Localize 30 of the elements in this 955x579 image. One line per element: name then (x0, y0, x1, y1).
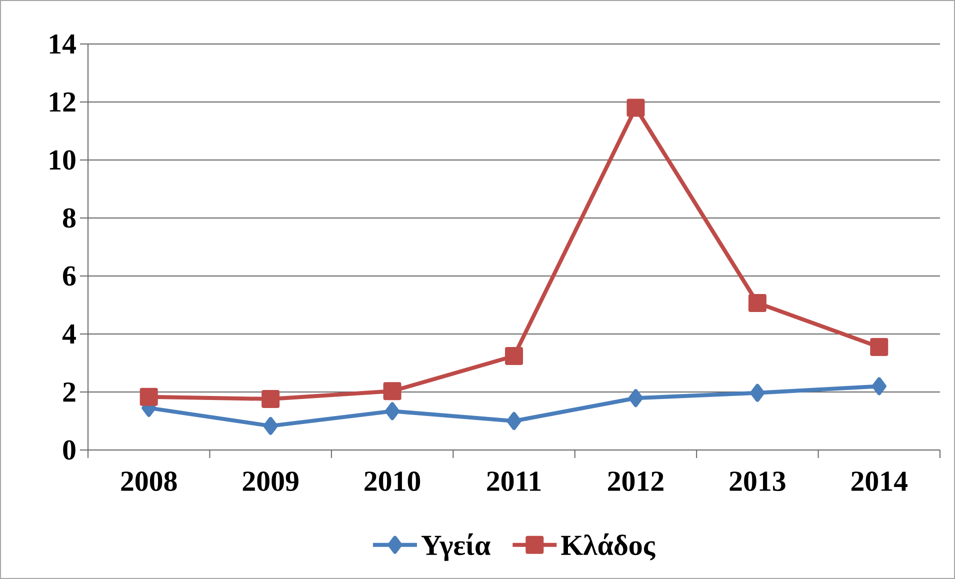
point (383, 382, 402, 400)
y-tick-label: 14 (50, 34, 76, 54)
y-tick-label: 12 (50, 92, 76, 112)
x-tick-label: 2012 (608, 472, 664, 492)
point (626, 98, 645, 117)
y-tick-label: 2 (63, 382, 76, 402)
x-tick-label: 2008 (121, 472, 177, 492)
point (750, 384, 765, 402)
y-tick-label: 10 (50, 150, 76, 170)
point (748, 294, 766, 312)
x-tick-label: 2013 (730, 472, 786, 492)
x-tick-label: 2014 (851, 472, 908, 492)
point (506, 412, 522, 430)
point (505, 347, 523, 366)
legend-label: Κλάδος (561, 533, 656, 560)
point (140, 388, 158, 406)
x-tick-label: 2009 (242, 472, 298, 492)
point (262, 390, 280, 408)
y-tick-label: 8 (62, 208, 76, 228)
point (870, 338, 888, 356)
point (872, 377, 886, 396)
y-tick-label: 0 (63, 440, 76, 460)
point (628, 389, 643, 408)
point (263, 416, 278, 435)
point (385, 402, 400, 420)
y-tick-label: 6 (63, 266, 76, 286)
x-tick-label: 2011 (487, 472, 541, 492)
legend-label: Υγεία (421, 533, 490, 561)
x-tick-label: 2010 (364, 472, 420, 492)
y-tick-label: 4 (62, 324, 76, 344)
